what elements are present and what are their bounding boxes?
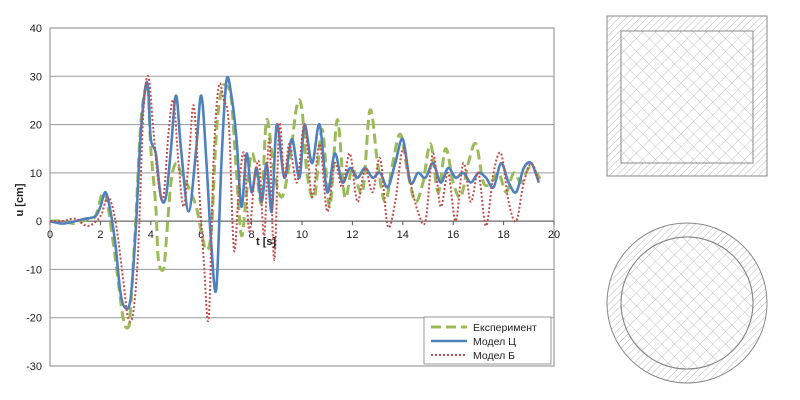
x-tick-label: 2 bbox=[97, 229, 103, 241]
x-tick-label: 18 bbox=[497, 229, 509, 241]
series-model-b-line bbox=[49, 75, 540, 323]
x-tick-label: 16 bbox=[447, 229, 459, 241]
x-tick-label: 10 bbox=[296, 229, 308, 241]
plot-area bbox=[49, 27, 555, 367]
legend: Експеримент Модел Ц Модел Б bbox=[423, 316, 552, 365]
x-tick-label: 0 bbox=[47, 229, 53, 241]
x-tick-label: 14 bbox=[397, 229, 409, 241]
x-tick-label: 12 bbox=[346, 229, 358, 241]
y-tick-label: -10 bbox=[26, 264, 42, 276]
x-tick-label: 4 bbox=[148, 229, 154, 241]
legend-label-experiment: Експеримент bbox=[473, 322, 537, 334]
legend-label-model-c: Модел Ц bbox=[473, 336, 516, 348]
x-tick-label: 8 bbox=[249, 229, 255, 241]
y-tick-label: 40 bbox=[30, 23, 42, 35]
y-tick-labels: -30 -20 -10 0 10 20 30 40 bbox=[26, 23, 42, 373]
y-tick-label: 30 bbox=[30, 71, 42, 83]
legend-label-model-b: Модел Б bbox=[473, 350, 515, 362]
circular-hollow-section bbox=[606, 222, 768, 384]
x-tick-labels: 0 2 4 6 8 10 12 14 16 18 20 bbox=[47, 221, 560, 241]
y-tick-label: -20 bbox=[26, 313, 42, 325]
y-tick-label: 20 bbox=[30, 120, 42, 132]
y-tick-label: -30 bbox=[26, 361, 42, 373]
y-axis-label: u [cm] bbox=[14, 183, 26, 216]
x-axis-label: t [s] bbox=[256, 236, 277, 248]
x-tick-label: 20 bbox=[548, 229, 560, 241]
y-tick-label: 10 bbox=[30, 168, 42, 180]
series-layer bbox=[49, 75, 543, 330]
y-tick-label: 0 bbox=[36, 216, 42, 228]
square-section-core-hatch bbox=[620, 30, 754, 164]
square-hollow-section bbox=[606, 15, 768, 177]
displacement-chart: -30 -20 -10 0 10 20 30 40 0 2 4 6 8 10 12 14 16 18 20 u [… bbox=[14, 23, 560, 373]
x-tick-label: 6 bbox=[198, 229, 204, 241]
circle-section-core-hatch bbox=[620, 236, 754, 370]
